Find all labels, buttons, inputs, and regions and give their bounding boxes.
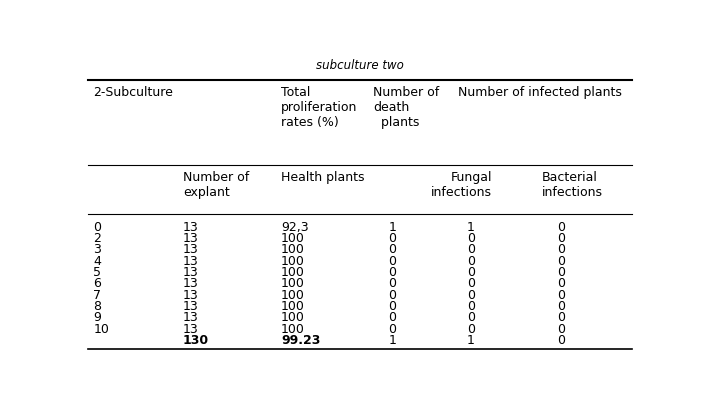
Text: Number of
explant: Number of explant — [183, 171, 249, 199]
Text: 2-Subculture: 2-Subculture — [93, 86, 173, 99]
Text: 99.23: 99.23 — [281, 334, 320, 347]
Text: 100: 100 — [281, 312, 305, 324]
Text: 0: 0 — [467, 312, 475, 324]
Text: 100: 100 — [281, 232, 305, 245]
Text: 0: 0 — [557, 232, 565, 245]
Text: 0: 0 — [557, 300, 565, 313]
Text: 13: 13 — [183, 289, 199, 302]
Text: 10: 10 — [93, 323, 109, 336]
Text: 0: 0 — [557, 266, 565, 279]
Text: 1: 1 — [467, 221, 475, 233]
Text: 0: 0 — [93, 221, 101, 233]
Text: 8: 8 — [93, 300, 101, 313]
Text: 13: 13 — [183, 312, 199, 324]
Text: Number of
death
  plants: Number of death plants — [373, 86, 439, 129]
Text: 4: 4 — [93, 255, 101, 268]
Text: 92,3: 92,3 — [281, 221, 308, 233]
Text: Bacterial
infections: Bacterial infections — [542, 171, 603, 199]
Text: 9: 9 — [93, 312, 101, 324]
Text: 0: 0 — [557, 323, 565, 336]
Text: 0: 0 — [389, 300, 397, 313]
Text: 2: 2 — [93, 232, 101, 245]
Text: 6: 6 — [93, 277, 101, 290]
Text: 100: 100 — [281, 243, 305, 256]
Text: 0: 0 — [557, 243, 565, 256]
Text: 13: 13 — [183, 300, 199, 313]
Text: 0: 0 — [557, 277, 565, 290]
Text: 0: 0 — [557, 289, 565, 302]
Text: 1: 1 — [467, 334, 475, 347]
Text: 100: 100 — [281, 266, 305, 279]
Text: 0: 0 — [557, 334, 565, 347]
Text: 100: 100 — [281, 300, 305, 313]
Text: subculture two: subculture two — [316, 59, 404, 72]
Text: 0: 0 — [467, 243, 475, 256]
Text: 13: 13 — [183, 255, 199, 268]
Text: 1: 1 — [389, 334, 397, 347]
Text: 7: 7 — [93, 289, 101, 302]
Text: 0: 0 — [557, 255, 565, 268]
Text: 0: 0 — [467, 266, 475, 279]
Text: 13: 13 — [183, 323, 199, 336]
Text: 0: 0 — [467, 232, 475, 245]
Text: 0: 0 — [389, 277, 397, 290]
Text: 100: 100 — [281, 323, 305, 336]
Text: 3: 3 — [93, 243, 101, 256]
Text: 0: 0 — [389, 232, 397, 245]
Text: 0: 0 — [389, 255, 397, 268]
Text: 0: 0 — [467, 300, 475, 313]
Text: 0: 0 — [557, 221, 565, 233]
Text: 13: 13 — [183, 232, 199, 245]
Text: 0: 0 — [389, 266, 397, 279]
Text: 0: 0 — [557, 312, 565, 324]
Text: 100: 100 — [281, 289, 305, 302]
Text: 13: 13 — [183, 243, 199, 256]
Text: 0: 0 — [467, 323, 475, 336]
Text: 13: 13 — [183, 277, 199, 290]
Text: 100: 100 — [281, 255, 305, 268]
Text: 5: 5 — [93, 266, 101, 279]
Text: 0: 0 — [467, 289, 475, 302]
Text: 0: 0 — [389, 323, 397, 336]
Text: 0: 0 — [389, 243, 397, 256]
Text: 13: 13 — [183, 221, 199, 233]
Text: 130: 130 — [183, 334, 209, 347]
Text: 0: 0 — [389, 289, 397, 302]
Text: 1: 1 — [389, 221, 397, 233]
Text: Health plants: Health plants — [281, 171, 364, 184]
Text: 0: 0 — [467, 255, 475, 268]
Text: Number of infected plants: Number of infected plants — [458, 86, 621, 99]
Text: 0: 0 — [389, 312, 397, 324]
Text: Fungal
infections: Fungal infections — [431, 171, 492, 199]
Text: 13: 13 — [183, 266, 199, 279]
Text: 0: 0 — [467, 277, 475, 290]
Text: Total
proliferation
rates (%): Total proliferation rates (%) — [281, 86, 357, 129]
Text: 100: 100 — [281, 277, 305, 290]
